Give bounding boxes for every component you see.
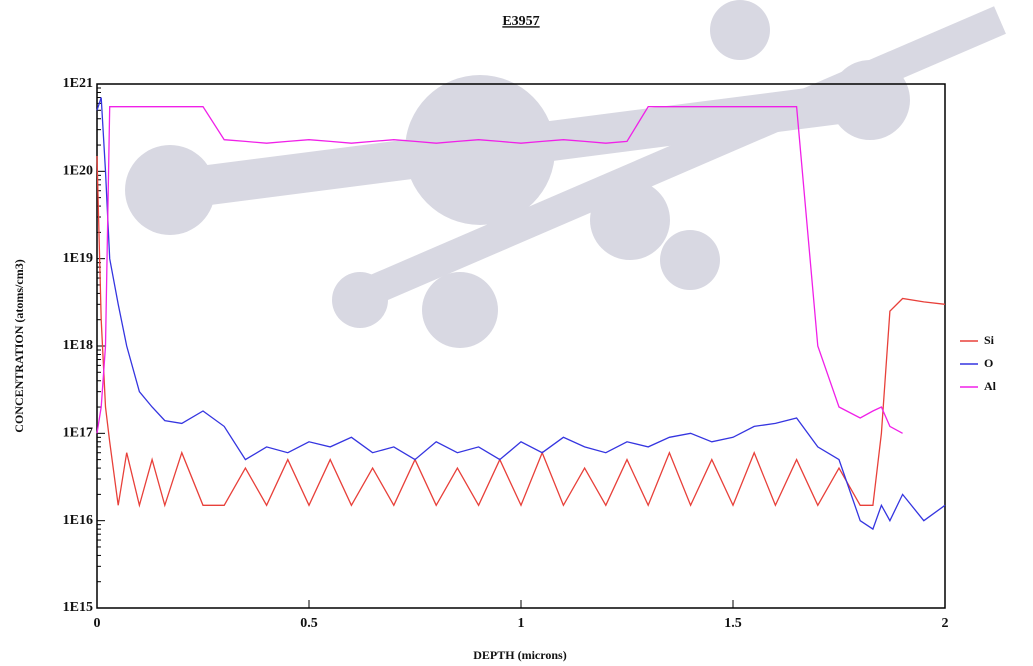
y-tick-label: 1E21 [63,76,93,91]
x-tick-label: 2 [942,616,949,631]
x-tick-label: 0.5 [300,616,318,631]
data-line [96,106,903,434]
data-line [96,97,946,531]
watermark [125,0,1006,348]
chart-title: E3957 [502,14,539,29]
data-line [96,155,946,508]
y-tick-label: 1E15 [63,600,93,615]
y-tick-label: 1E17 [63,426,93,441]
x-axis-label: DEPTH (microns) [473,648,566,662]
y-axis-label: CONCENTRATION (atoms/cm3) [12,259,26,432]
y-tick-label: 1E16 [63,513,93,528]
y-tick-label: 1E19 [63,251,93,266]
legend-label: Al [984,379,997,393]
x-tick-label: 1.5 [724,616,742,631]
y-tick-label: 1E20 [63,164,93,179]
x-tick-label: 1 [518,616,525,631]
y-tick-label: 1E18 [63,338,93,353]
legend-label: Si [984,333,995,347]
legend-label: O [984,356,993,370]
x-tick-label: 0 [94,616,101,631]
